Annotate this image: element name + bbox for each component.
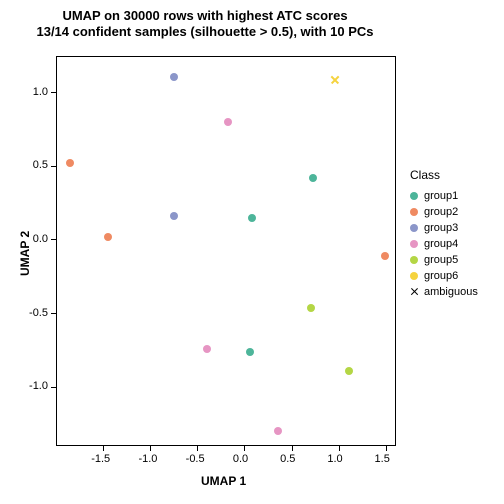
y-tick-mark: [51, 387, 56, 388]
x-tick-mark: [339, 446, 340, 451]
x-tick-label: -0.5: [186, 453, 205, 465]
y-tick-label: -0.5: [29, 307, 48, 319]
x-tick-mark: [103, 446, 104, 451]
y-tick-mark: [51, 92, 56, 93]
legend-item: group2: [410, 204, 478, 220]
legend: Class group1group2group3group4group5grou…: [410, 168, 478, 300]
data-point: [66, 159, 74, 167]
legend-swatch: [410, 272, 418, 280]
data-point: [104, 233, 112, 241]
x-tick-label: -1.0: [138, 453, 157, 465]
legend-swatch: [410, 208, 418, 216]
x-tick-mark: [244, 446, 245, 451]
y-axis-label: UMAP 2: [18, 231, 32, 276]
legend-label: group5: [424, 254, 458, 266]
legend-item: group3: [410, 220, 478, 236]
legend-swatch: [410, 192, 418, 200]
data-point: [170, 212, 178, 220]
legend-label: group4: [424, 238, 458, 250]
x-tick-label: 1.5: [375, 453, 390, 465]
legend-swatch: [410, 256, 418, 264]
data-point: [309, 174, 317, 182]
data-point: [274, 427, 282, 435]
x-tick-label: 0.5: [280, 453, 295, 465]
y-tick-label: 0.5: [33, 159, 48, 171]
legend-label: ambiguous: [424, 286, 478, 298]
legend-title: Class: [410, 168, 478, 182]
x-tick-mark: [386, 446, 387, 451]
data-point: [381, 252, 389, 260]
x-tick-mark: [150, 446, 151, 451]
legend-item: group4: [410, 236, 478, 252]
data-point: [170, 73, 178, 81]
y-tick-mark: [51, 166, 56, 167]
title-line-2: 13/14 confident samples (silhouette > 0.…: [0, 24, 410, 40]
legend-swatch: [410, 224, 418, 232]
legend-item: group1: [410, 188, 478, 204]
y-tick-label: 0.0: [33, 233, 48, 245]
legend-item: ambiguous: [410, 284, 478, 300]
data-point: [203, 345, 211, 353]
y-tick-label: 1.0: [33, 86, 48, 98]
x-tick-mark: [292, 446, 293, 451]
data-point: [345, 367, 353, 375]
legend-label: group2: [424, 206, 458, 218]
x-tick-label: 0.0: [233, 453, 248, 465]
x-axis-label: UMAP 1: [201, 474, 246, 488]
legend-item: group5: [410, 252, 478, 268]
y-tick-label: -1.0: [29, 380, 48, 392]
data-point: [248, 214, 256, 222]
legend-label: group1: [424, 190, 458, 202]
data-point: [246, 348, 254, 356]
legend-label: group6: [424, 270, 458, 282]
plot-area: [56, 56, 396, 446]
umap-scatter-chart: UMAP on 30000 rows with highest ATC scor…: [0, 0, 504, 504]
cross-icon: [410, 287, 420, 297]
legend-item: group6: [410, 268, 478, 284]
x-tick-label: 1.0: [327, 453, 342, 465]
y-tick-mark: [51, 313, 56, 314]
title-line-1: UMAP on 30000 rows with highest ATC scor…: [0, 8, 410, 24]
legend-swatch: [410, 240, 418, 248]
data-point: [307, 304, 315, 312]
legend-label: group3: [424, 222, 458, 234]
data-point: [224, 118, 232, 126]
x-tick-label: -1.5: [91, 453, 110, 465]
data-point: [330, 75, 340, 85]
x-tick-mark: [197, 446, 198, 451]
y-tick-mark: [51, 239, 56, 240]
legend-items: group1 group2 group3 group4 group5 group6 ambi…: [410, 188, 478, 300]
chart-title: UMAP on 30000 rows with highest ATC scor…: [0, 8, 410, 41]
